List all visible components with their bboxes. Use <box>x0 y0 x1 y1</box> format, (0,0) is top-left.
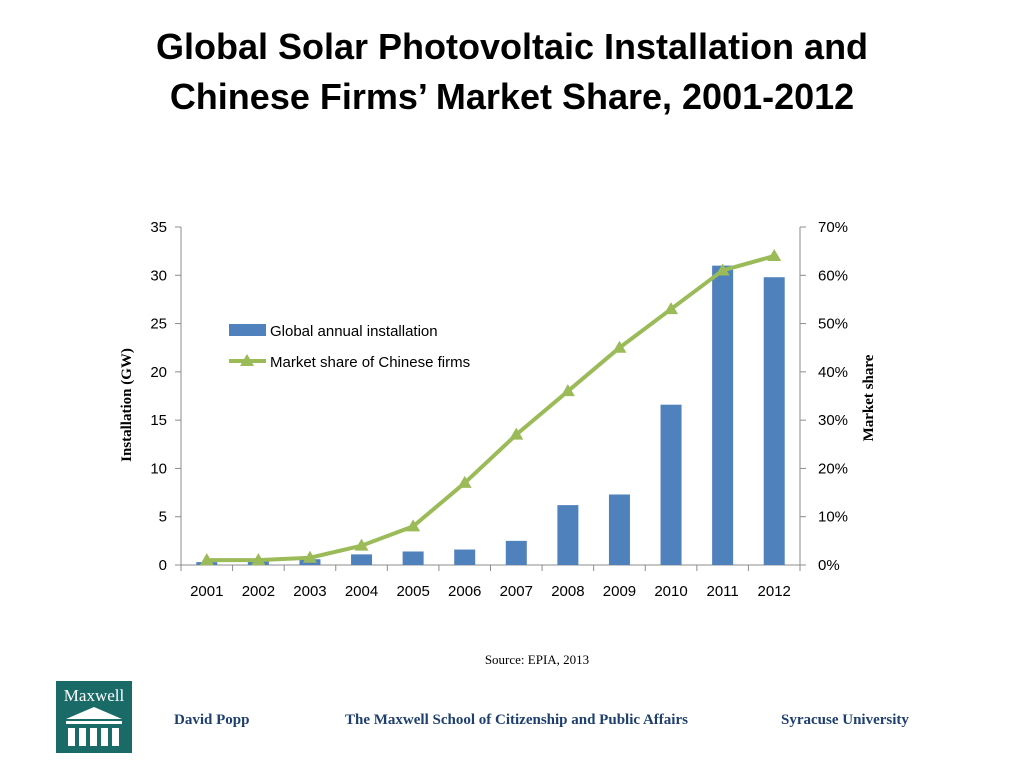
x-tick-label: 2011 <box>706 583 738 600</box>
x-tick-label: 2009 <box>603 583 636 600</box>
installation-bar <box>454 549 476 565</box>
x-tick-label: 2004 <box>345 583 378 600</box>
slide-title-line-1: Global Solar Photovoltaic Installation a… <box>155 26 869 67</box>
installation-bar <box>505 540 527 565</box>
installation-bar <box>557 505 579 565</box>
market-share-marker <box>251 553 266 566</box>
installation-bar <box>402 551 424 565</box>
right-y-tick-label: 50% <box>818 316 848 333</box>
installation-bar <box>712 265 734 565</box>
logo-column <box>90 728 97 746</box>
left-y-tick-label: 0 <box>159 557 167 574</box>
market-share-marker <box>767 248 782 261</box>
market-share-marker <box>664 302 679 315</box>
left-y-axis-title: Installation (GW) <box>119 348 135 462</box>
installation-bar <box>660 404 682 565</box>
x-tick-label: 2006 <box>448 583 481 600</box>
logo-column <box>68 728 75 746</box>
market-share-marker <box>354 538 369 551</box>
x-tick-label: 2007 <box>500 583 533 600</box>
market-share-marker <box>715 263 730 276</box>
right-y-tick-label: 0% <box>818 557 840 574</box>
installation-bar <box>763 277 785 565</box>
legend-label-installation: Global annual installation <box>270 323 438 340</box>
left-y-tick-label: 15 <box>150 412 167 429</box>
source-note: Source: EPIA, 2013 <box>484 652 590 667</box>
slide-title: Global Solar Photovoltaic Installation a… <box>0 22 1024 122</box>
maxwell-logo: Maxwell <box>56 681 132 753</box>
solar-chart: 0 5 10 15 20 25 30 35 0% 10% 20% 30% 40% 50% 60% 70% 200… <box>119 219 877 600</box>
logo-roof <box>66 707 122 719</box>
logo-text: Maxwell <box>64 686 125 705</box>
left-y-tick-label: 25 <box>150 316 167 333</box>
x-tick-label: 2012 <box>758 583 791 600</box>
logo-beam <box>66 721 122 724</box>
market-share-marker <box>302 550 317 563</box>
installation-bar <box>608 494 630 565</box>
legend-marker-market-share <box>240 354 254 366</box>
logo-column <box>101 728 108 746</box>
footer-school: The Maxwell School of Citizenship and Pu… <box>345 712 688 728</box>
right-y-axis-title: Market share <box>861 354 877 441</box>
market-share-marker <box>199 553 214 566</box>
left-y-tick-label: 20 <box>150 364 167 381</box>
x-tick-label: 2001 <box>190 583 223 600</box>
market-share-marker <box>509 427 524 440</box>
left-y-tick-label: 30 <box>150 267 167 284</box>
x-tick-label: 2010 <box>654 583 687 600</box>
market-share-marker <box>406 519 421 532</box>
x-tick-label: 2008 <box>551 583 584 600</box>
right-y-tick-label: 20% <box>818 460 848 477</box>
market-share-marker <box>457 475 472 488</box>
right-y-tick-label: 10% <box>818 509 848 526</box>
legend-swatch-installation <box>229 324 266 336</box>
x-tick-label: 2003 <box>293 583 326 600</box>
market-share-marker <box>612 340 627 353</box>
installation-bar <box>351 554 373 565</box>
footer-university: Syracuse University <box>781 712 909 728</box>
right-y-tick-label: 70% <box>818 219 848 236</box>
x-tick-label: 2002 <box>242 583 275 600</box>
right-y-tick-label: 40% <box>818 364 848 381</box>
slide-title-line-2: Chinese Firms’ Market Share, 2001-2012 <box>169 76 855 117</box>
right-y-tick-label: 60% <box>818 267 848 284</box>
left-y-tick-label: 10 <box>150 460 167 477</box>
x-tick-label: 2005 <box>396 583 429 600</box>
logo-column <box>79 728 86 746</box>
left-y-tick-label: 35 <box>150 219 167 236</box>
left-y-tick-label: 5 <box>159 509 167 526</box>
logo-column <box>112 728 119 746</box>
right-y-tick-label: 30% <box>818 412 848 429</box>
legend-label-market-share: Market share of Chinese firms <box>270 354 470 371</box>
footer-author: David Popp <box>174 712 250 728</box>
market-share-line <box>206 254 775 563</box>
market-share-marker <box>560 384 575 397</box>
